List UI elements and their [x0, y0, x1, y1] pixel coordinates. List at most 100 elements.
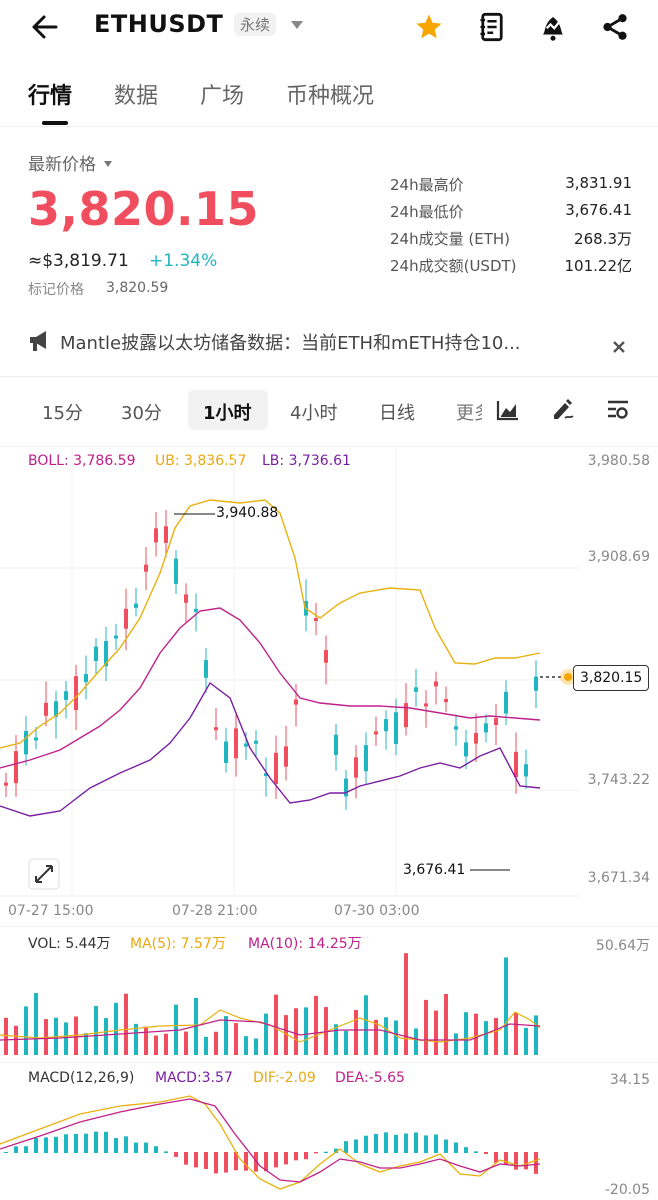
- news-ticker[interactable]: Mantle披露以太坊储备数据：当前ETH和mETH持仓10...: [60, 333, 521, 354]
- candle: [264, 773, 268, 777]
- macd-bar: [404, 1133, 408, 1153]
- macd-bar: [414, 1132, 418, 1153]
- candle: [94, 646, 98, 662]
- y-axis-label: 3,908.69: [587, 549, 650, 565]
- boll-value: BOLL: 3,786.59: [28, 453, 136, 469]
- volume-bar: [264, 1013, 268, 1055]
- candle: [34, 737, 38, 741]
- macd-bar: [534, 1152, 538, 1174]
- boll-lower-line: [0, 681, 541, 817]
- latest-price-label[interactable]: 最新价格: [28, 150, 113, 175]
- macd-bar: [504, 1152, 508, 1165]
- volume-bar: [514, 1012, 518, 1055]
- timeframe-daily[interactable]: 日线: [379, 403, 415, 424]
- macd-bar: [294, 1152, 298, 1161]
- volume-bar: [404, 953, 408, 1055]
- symbol-title[interactable]: ETHUSDT: [94, 10, 224, 38]
- candle: [474, 732, 478, 744]
- divider: [0, 1062, 658, 1063]
- macd-bar: [64, 1134, 68, 1153]
- volume-bar: [394, 1020, 398, 1055]
- volume-bar: [484, 1021, 488, 1055]
- back-arrow-icon[interactable]: [30, 13, 60, 41]
- vol-ma5: MA(5): 7.57万: [130, 936, 226, 952]
- usd-equivalent: ≈$3,819.71: [28, 251, 129, 271]
- candle: [454, 726, 458, 730]
- volume-bar: [224, 1016, 228, 1055]
- macd-bar: [194, 1152, 198, 1168]
- candle: [204, 660, 208, 678]
- y-axis-label: 3,743.22: [587, 772, 650, 788]
- macd-bar: [394, 1134, 398, 1153]
- timeframe-1h[interactable]: 1小时: [203, 403, 252, 424]
- timeframe-30m[interactable]: 30分: [121, 403, 162, 424]
- dif-line: [0, 1095, 541, 1190]
- divider: [0, 446, 658, 447]
- volume-bar: [244, 1036, 248, 1055]
- volume-bar: [494, 1017, 498, 1055]
- timeframe-more[interactable]: 更多: [456, 403, 482, 424]
- volume-bar: [354, 1010, 358, 1055]
- current-price-tag[interactable]: 3,820.15: [573, 665, 650, 691]
- share-icon[interactable]: [600, 12, 630, 42]
- volume-bar: [164, 1033, 168, 1055]
- divider: [0, 376, 658, 377]
- volume-bar: [524, 1027, 528, 1055]
- candle: [74, 676, 78, 711]
- candle: [414, 687, 418, 692]
- indicator-settings-icon[interactable]: [606, 399, 630, 421]
- stat-value: 3,831.91: [565, 174, 632, 192]
- tab-coin-overview[interactable]: 币种概况: [286, 84, 375, 109]
- macd-bar: [124, 1136, 128, 1153]
- candle: [144, 564, 148, 572]
- candle: [84, 674, 88, 683]
- candle: [224, 741, 228, 763]
- candle: [524, 764, 528, 777]
- macd-bar: [114, 1138, 118, 1153]
- low-price-marker: 3,676.41: [403, 862, 466, 878]
- volume-bar: [504, 957, 508, 1055]
- dropdown-caret-icon[interactable]: [290, 20, 304, 30]
- macd-bar: [284, 1152, 288, 1165]
- active-timeframe-bg: [188, 390, 268, 430]
- stat-label: 24h最高价: [390, 176, 464, 194]
- macd-bar: [214, 1152, 218, 1174]
- volume-bar: [84, 1033, 88, 1055]
- mark-price-label: 标记价格: [28, 282, 84, 298]
- tab-market[interactable]: 行情: [28, 84, 73, 109]
- macd-title: MACD(12,26,9): [28, 1070, 135, 1086]
- boll-ub-value: UB: 3,836.57: [155, 453, 247, 469]
- star-icon[interactable]: [414, 12, 444, 42]
- macd-bar: [164, 1151, 168, 1153]
- candle: [534, 676, 538, 691]
- volume-bar: [304, 1007, 308, 1055]
- macd-chart: [0, 1095, 541, 1190]
- macd-bar: [174, 1152, 178, 1157]
- candle: [274, 752, 278, 784]
- boll-lb-value: LB: 3,736.61: [262, 453, 351, 469]
- volume-bar: [294, 1008, 298, 1055]
- candlestick-chart[interactable]: [0, 448, 658, 928]
- timeframe-4h[interactable]: 4小时: [290, 403, 338, 424]
- candle: [484, 723, 488, 733]
- volume-bar: [254, 1038, 258, 1055]
- macd-bar: [464, 1147, 468, 1153]
- y-axis-label: 3,671.34: [587, 870, 650, 886]
- close-icon[interactable]: [612, 340, 626, 354]
- chart-type-icon[interactable]: [496, 399, 520, 421]
- fullscreen-icon[interactable]: [28, 858, 60, 890]
- volume-bar: [434, 1010, 438, 1055]
- top-bar: ETHUSDT 永续: [0, 0, 658, 56]
- tab-square[interactable]: 广场: [200, 84, 245, 109]
- macd-bar: [84, 1133, 88, 1153]
- tab-data[interactable]: 数据: [114, 84, 159, 109]
- alert-bell-icon[interactable]: [538, 12, 568, 42]
- volume-bar: [364, 995, 368, 1055]
- candle: [424, 703, 428, 707]
- volume-bar: [4, 1017, 8, 1055]
- contract-type-badge: 永续: [234, 13, 277, 36]
- notebook-icon[interactable]: [478, 12, 506, 42]
- macd-bar: [134, 1142, 138, 1153]
- timeframe-15m[interactable]: 15分: [42, 403, 83, 424]
- draw-tool-icon[interactable]: [551, 397, 575, 421]
